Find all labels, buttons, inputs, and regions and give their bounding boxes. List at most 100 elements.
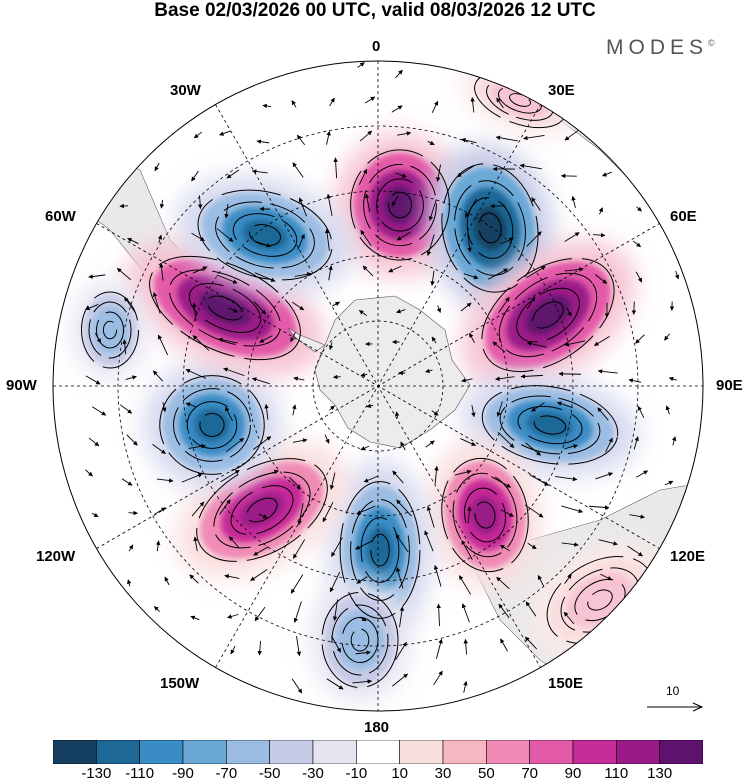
wind-vector bbox=[431, 336, 437, 344]
wind-vector bbox=[635, 271, 643, 283]
wind-vector bbox=[358, 310, 367, 316]
wind-vector bbox=[152, 444, 166, 454]
wind-vector bbox=[433, 670, 443, 686]
wind-vector bbox=[636, 206, 642, 212]
graticule bbox=[53, 61, 703, 711]
wind-vector bbox=[125, 375, 137, 380]
wind-vector bbox=[191, 232, 205, 242]
wind-vector bbox=[185, 402, 197, 408]
wind-vector bbox=[91, 512, 99, 518]
wind-vector bbox=[326, 130, 331, 145]
wind-vector bbox=[526, 265, 546, 279]
wind-vector bbox=[633, 436, 639, 450]
wind-vector bbox=[256, 139, 270, 144]
wind-vector bbox=[527, 542, 537, 550]
wind-vector bbox=[291, 678, 303, 694]
wind-vector bbox=[157, 234, 163, 244]
wind-vector bbox=[392, 673, 409, 687]
wind-vector bbox=[264, 403, 269, 420]
wind-vector bbox=[356, 505, 376, 515]
wind-vector bbox=[155, 540, 161, 552]
wind-vector bbox=[192, 335, 210, 351]
wind-vector bbox=[425, 440, 435, 448]
wind-vector bbox=[470, 97, 475, 113]
wind-vector bbox=[433, 565, 442, 587]
wind-vector bbox=[85, 304, 99, 311]
wind-vector bbox=[633, 240, 641, 248]
wind-vector bbox=[329, 97, 335, 107]
wind-vector bbox=[526, 296, 536, 310]
wind-vector bbox=[395, 172, 407, 178]
wind-vector bbox=[128, 544, 134, 552]
wind-vector bbox=[227, 613, 239, 619]
wind-vector bbox=[593, 232, 606, 238]
brand-logo: MODES© bbox=[606, 36, 715, 59]
wind-vector bbox=[331, 537, 343, 557]
wind-vector bbox=[360, 372, 368, 378]
wind-vector bbox=[434, 465, 439, 484]
wind-vector bbox=[251, 377, 270, 385]
wind-vector bbox=[519, 163, 542, 170]
wind-vector bbox=[425, 368, 433, 374]
wind-vector bbox=[153, 606, 161, 612]
wind-vector bbox=[555, 476, 578, 482]
wind-vector bbox=[85, 469, 93, 477]
wind-vector bbox=[668, 376, 677, 382]
reference-vector-arrow bbox=[647, 702, 704, 712]
wind-vector bbox=[329, 571, 341, 593]
wind-vector bbox=[290, 574, 304, 594]
wind-vector bbox=[394, 411, 400, 419]
wind-vector bbox=[564, 129, 580, 141]
wind-vector bbox=[250, 569, 268, 581]
colorbar-swatch bbox=[529, 740, 574, 764]
colorbar-tick-label: 90 bbox=[564, 765, 582, 782]
wind-vector bbox=[461, 137, 477, 144]
wind-vector bbox=[191, 501, 205, 517]
wind-vector bbox=[431, 100, 439, 113]
wind-vector bbox=[460, 302, 472, 312]
wind-vector bbox=[395, 567, 404, 589]
wind-vector bbox=[564, 232, 580, 242]
wind-vector bbox=[259, 335, 273, 343]
wind-vector bbox=[605, 437, 613, 453]
streamline-loop bbox=[159, 375, 265, 475]
wind-vector bbox=[88, 274, 106, 279]
wind-vector bbox=[298, 197, 307, 217]
wind-vector bbox=[91, 406, 107, 416]
wind-vector bbox=[461, 539, 473, 560]
wind-vector bbox=[499, 544, 510, 552]
lon-label-120w: 120W bbox=[36, 548, 76, 565]
wind-vector bbox=[329, 405, 335, 411]
wind-vector bbox=[225, 406, 233, 422]
wind-vector bbox=[331, 635, 341, 653]
wind-vector bbox=[396, 231, 412, 241]
wind-vector bbox=[326, 678, 344, 690]
wind-vector bbox=[601, 171, 612, 177]
wind-vector bbox=[363, 475, 379, 483]
wind-vector bbox=[116, 267, 132, 281]
wind-vector bbox=[637, 405, 645, 418]
wind-vector bbox=[436, 305, 441, 313]
wind-vector bbox=[164, 576, 170, 586]
wind-vector bbox=[126, 579, 132, 587]
colorbar-swatch bbox=[269, 740, 314, 764]
wind-vector bbox=[293, 601, 302, 623]
wind-vector bbox=[289, 476, 301, 490]
wind-vector bbox=[226, 437, 245, 453]
lon-label-90e: 90E bbox=[716, 377, 743, 394]
wind-vector bbox=[191, 170, 199, 182]
wind-vector bbox=[254, 606, 266, 622]
wind-vector bbox=[635, 334, 645, 344]
lon-label-30e: 30E bbox=[548, 82, 575, 99]
wind-vector bbox=[352, 679, 373, 684]
wind-vector bbox=[292, 162, 304, 178]
wind-vector bbox=[366, 403, 374, 408]
wind-vector bbox=[216, 228, 234, 242]
wind-vector bbox=[396, 309, 406, 314]
wind-vector bbox=[359, 130, 373, 142]
wind-vector bbox=[122, 339, 127, 355]
wind-vector bbox=[216, 274, 238, 284]
wind-vector bbox=[193, 536, 198, 552]
wind-vector bbox=[364, 193, 371, 213]
wind-vector bbox=[400, 441, 406, 451]
